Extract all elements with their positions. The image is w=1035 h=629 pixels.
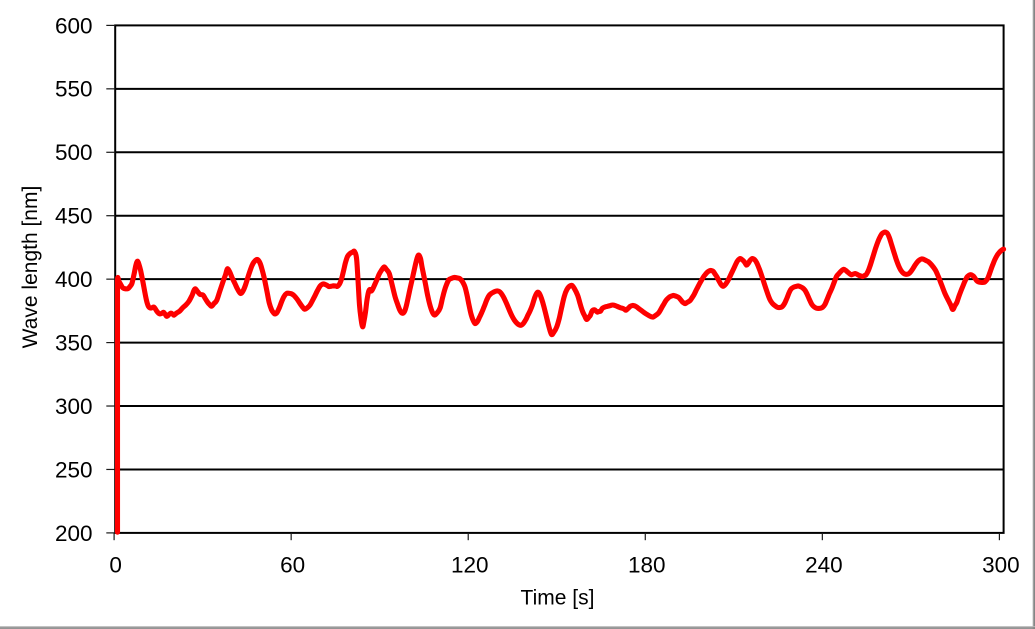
svg-text:600: 600 (55, 13, 93, 38)
svg-text:400: 400 (55, 267, 93, 292)
svg-text:180: 180 (628, 552, 666, 577)
svg-text:120: 120 (451, 552, 489, 577)
svg-text:450: 450 (55, 204, 93, 229)
svg-text:300: 300 (55, 394, 93, 419)
svg-text:350: 350 (55, 330, 93, 355)
svg-text:Wave length [nm]: Wave length [nm] (19, 186, 42, 349)
svg-text:550: 550 (55, 77, 93, 102)
svg-text:200: 200 (55, 521, 93, 546)
svg-text:300: 300 (982, 552, 1020, 577)
svg-text:60: 60 (280, 552, 305, 577)
svg-text:250: 250 (55, 457, 93, 482)
svg-text:Time [s]: Time [s] (521, 587, 595, 610)
svg-text:240: 240 (805, 552, 843, 577)
svg-text:500: 500 (55, 140, 93, 165)
svg-text:0: 0 (109, 552, 122, 577)
